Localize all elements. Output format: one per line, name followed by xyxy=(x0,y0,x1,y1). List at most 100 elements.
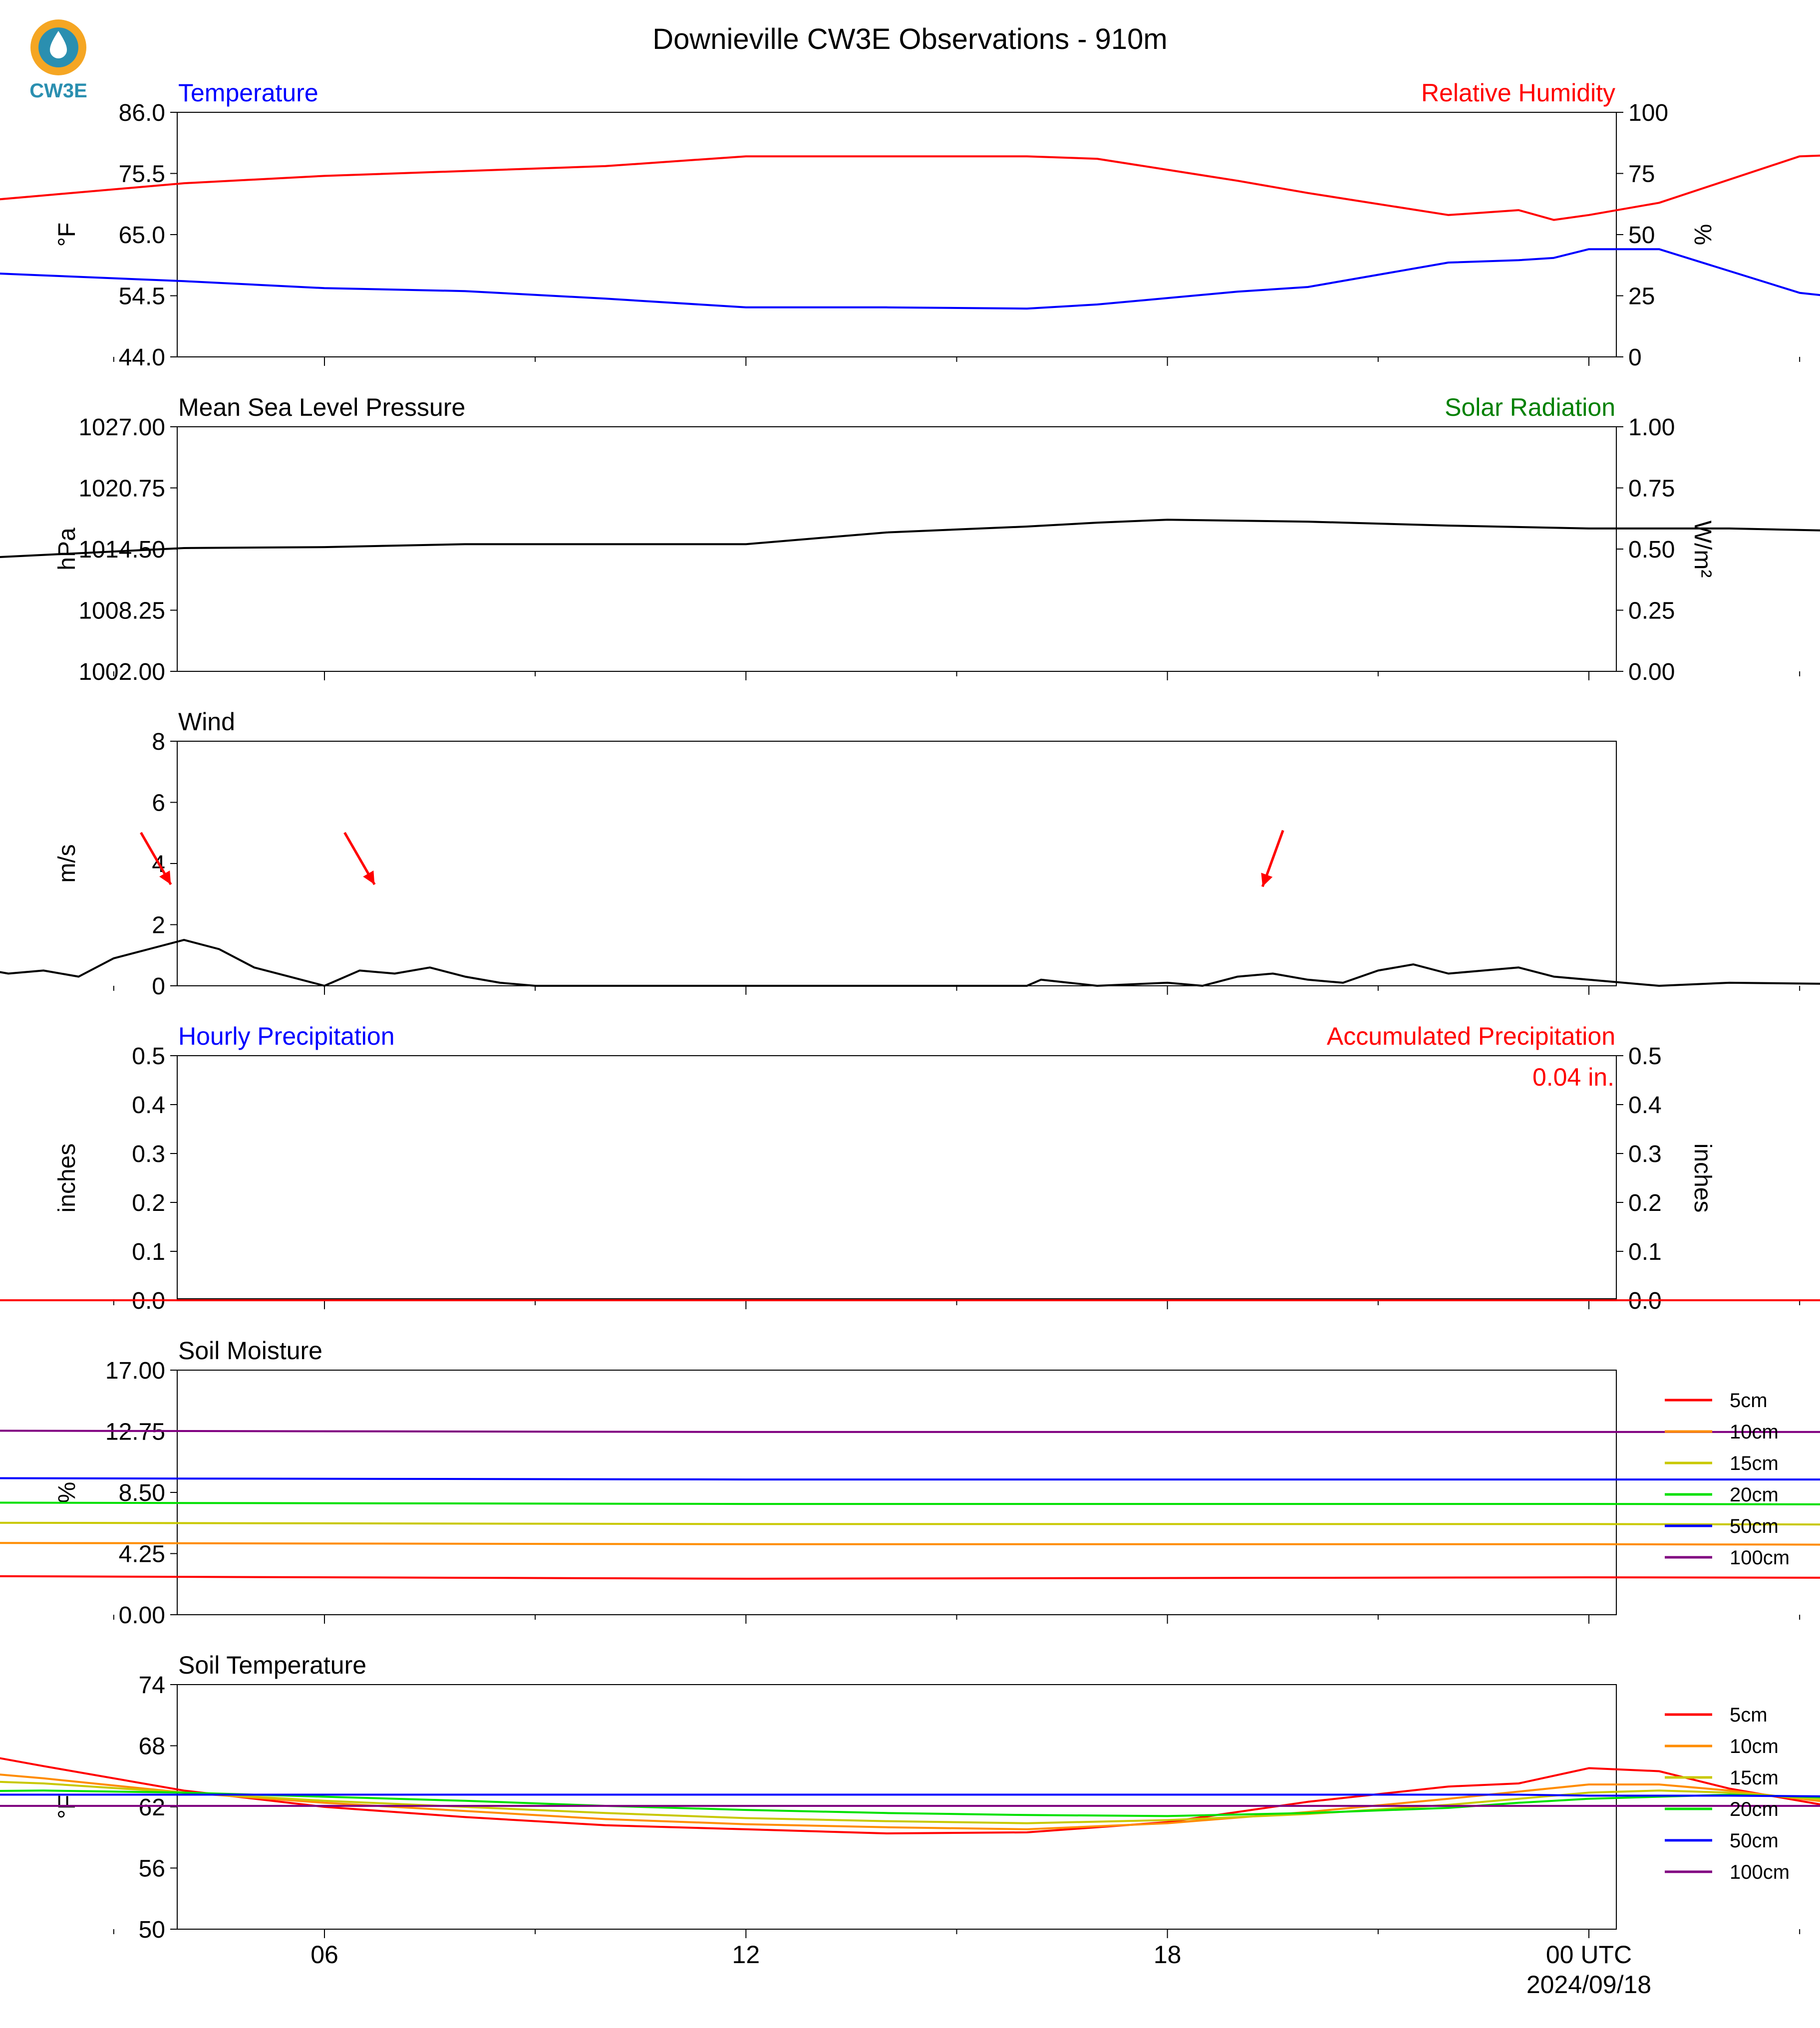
y-tick-label: 12.75 xyxy=(105,1419,165,1446)
y-axis-label: % xyxy=(54,1482,80,1503)
y-tick-label: 8 xyxy=(152,729,165,755)
droplet-icon xyxy=(50,31,67,58)
y-tick-label: 0.1 xyxy=(132,1239,165,1265)
y-tick-label-right: 0.00 xyxy=(1628,659,1675,685)
y-tick-label-right: 0.50 xyxy=(1628,537,1675,563)
y-tick-label: 0.00 xyxy=(119,1602,165,1629)
y-tick-label-right: 25 xyxy=(1628,284,1655,310)
y-tick-label: 86.0 xyxy=(119,100,165,126)
y-tick-label-right: 0 xyxy=(1628,344,1642,371)
y-tick-label: 44.0 xyxy=(119,344,165,371)
y-tick-label-right: 0.5 xyxy=(1628,1043,1662,1070)
series-line-10cm xyxy=(0,1542,1820,1546)
y-tick-label: 6 xyxy=(152,790,165,817)
y-tick-label: 56 xyxy=(139,1856,165,1882)
y-tick-label-right: 0.3 xyxy=(1628,1141,1662,1167)
plot-frame xyxy=(177,1055,1617,1301)
series-line-100cm xyxy=(0,1805,1820,1807)
y-axis-label: inches xyxy=(54,1144,80,1213)
y-tick-label-right: 0.75 xyxy=(1628,476,1675,502)
series-line-10cm xyxy=(0,1773,1820,1830)
y-tick-label: 74 xyxy=(139,1672,165,1699)
panel-title-right: Solar Radiation xyxy=(1445,393,1615,421)
legend-label-20cm: 20cm xyxy=(1730,1484,1779,1506)
series-line-5cm xyxy=(0,1757,1820,1835)
legend-label-5cm: 5cm xyxy=(1730,1704,1768,1726)
y-tick-label: 68 xyxy=(139,1734,165,1760)
series-line-relative-humidity xyxy=(0,154,1820,221)
series-line-50cm xyxy=(0,1793,1820,1797)
legend-label-50cm: 50cm xyxy=(1730,1830,1779,1852)
logo-text: CW3E xyxy=(29,80,87,102)
series-line-20cm xyxy=(0,1501,1820,1505)
legend-label-100cm: 100cm xyxy=(1730,1861,1790,1883)
legend-label-50cm: 50cm xyxy=(1730,1515,1779,1537)
panel-title-left: Temperature xyxy=(178,79,318,107)
series-line-temperature xyxy=(0,248,1820,310)
legend-label-15cm: 15cm xyxy=(1730,1452,1779,1474)
panel-title-left: Soil Temperature xyxy=(178,1651,366,1679)
y-axis-label-right: inches xyxy=(1689,1144,1716,1213)
y-axis-label: °F xyxy=(54,223,80,247)
panel-title-left: Wind xyxy=(178,708,235,736)
wind-arrow-head xyxy=(1261,872,1273,887)
y-tick-label: 50 xyxy=(139,1917,165,1943)
panel-title-left: Mean Sea Level Pressure xyxy=(178,393,465,421)
accumulated-precip-total: 0.04 in. xyxy=(1532,1063,1614,1091)
y-tick-label-right: 0.2 xyxy=(1628,1190,1662,1216)
series-line-mean-sea-level-pressure xyxy=(0,519,1820,559)
y-tick-label: 1002.00 xyxy=(78,659,165,685)
series-line-50cm xyxy=(0,1477,1820,1481)
legend-label-100cm: 100cm xyxy=(1730,1547,1790,1569)
legend-label-10cm: 10cm xyxy=(1730,1736,1779,1757)
y-tick-label-right: 75 xyxy=(1628,161,1655,188)
series-line-5cm xyxy=(0,1575,1820,1580)
y-tick-label: 75.5 xyxy=(119,161,165,188)
panel-5: Soil Moisture0.004.258.5012.7517.00%5cm1… xyxy=(0,1337,1820,1629)
panel-3: Wind02468m/s xyxy=(0,708,1820,1000)
panel-title-right: Accumulated Precipitation xyxy=(1327,1022,1615,1050)
legend-label-10cm: 10cm xyxy=(1730,1421,1779,1443)
plot-frame xyxy=(177,426,1617,672)
wind-arrow-head xyxy=(159,870,171,884)
y-tick-label: 1020.75 xyxy=(78,476,165,502)
x-tick-label: 18 xyxy=(1154,1941,1182,1969)
plot-frame xyxy=(177,112,1617,357)
panel-title-right: Relative Humidity xyxy=(1421,79,1615,107)
y-tick-label-right: 50 xyxy=(1628,222,1655,249)
y-tick-label: 1008.25 xyxy=(78,598,165,624)
panel-1: Temperature Relative Humidity 44.0 54.5 65.0… xyxy=(0,79,1820,371)
panel-4: Hourly Precipitation Accumulated Precipit… xyxy=(0,1022,1820,1314)
y-tick-label-right: 1.00 xyxy=(1628,414,1675,441)
plot-frame xyxy=(177,741,1617,986)
x-tick-label: 00 UTC xyxy=(1546,1941,1632,1969)
y-tick-label: 0.4 xyxy=(132,1092,165,1119)
wind-arrow-head xyxy=(363,870,375,884)
panel-6: Soil Temperature5056626874°F5cm10cm15cm2… xyxy=(0,1651,1820,1943)
y-axis-label: m/s xyxy=(54,844,80,882)
y-tick-label: 17.00 xyxy=(105,1358,165,1384)
series-line-15cm xyxy=(0,1521,1820,1526)
y-tick-label-right: 0.4 xyxy=(1628,1092,1662,1119)
y-tick-label: 1027.00 xyxy=(78,414,165,441)
y-tick-label: 0.5 xyxy=(132,1043,165,1070)
y-tick-label: 54.5 xyxy=(119,284,165,310)
y-tick-label-right: 0.1 xyxy=(1628,1239,1662,1265)
legend-label-15cm: 15cm xyxy=(1730,1767,1779,1789)
legend-label-20cm: 20cm xyxy=(1730,1798,1779,1820)
x-date-label: 2024/09/18 xyxy=(1526,1971,1651,1999)
cw3e-logo: CW3E xyxy=(29,19,87,102)
x-tick-label: 06 xyxy=(310,1941,338,1969)
series-line-wind xyxy=(0,939,1820,987)
x-tick-label: 12 xyxy=(732,1941,760,1969)
y-tick-label-right: 0.25 xyxy=(1628,598,1675,624)
panel-title-left: Hourly Precipitation xyxy=(178,1022,395,1050)
y-tick-label: 62 xyxy=(139,1794,165,1821)
figure-title: Downieville CW3E Observations - 910m xyxy=(652,23,1167,55)
panel-2: Mean Sea Level Pressure Solar Radiation 10… xyxy=(0,393,1820,685)
y-tick-label: 0 xyxy=(152,973,165,1000)
y-tick-label: 4.25 xyxy=(119,1541,165,1568)
y-axis-label: hPa xyxy=(54,528,80,571)
y-tick-label: 0.3 xyxy=(132,1141,165,1167)
